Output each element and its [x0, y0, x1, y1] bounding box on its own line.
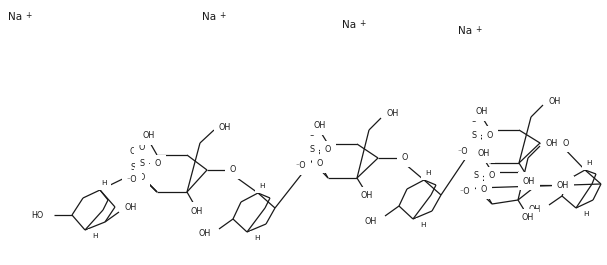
Text: Na: Na — [458, 26, 472, 36]
Text: Na: Na — [202, 12, 216, 22]
Text: +: + — [475, 25, 481, 34]
Text: OH: OH — [529, 205, 541, 214]
Text: O: O — [471, 114, 477, 123]
Text: OH: OH — [314, 121, 326, 130]
Text: OH: OH — [557, 180, 569, 189]
Text: S: S — [472, 130, 476, 139]
Text: H: H — [426, 170, 431, 176]
Text: OH: OH — [387, 109, 399, 118]
Text: O: O — [473, 156, 479, 165]
Text: O: O — [487, 130, 493, 139]
Text: OH: OH — [478, 149, 490, 158]
Text: O: O — [146, 163, 152, 172]
Text: O: O — [481, 186, 487, 195]
Text: H: H — [420, 222, 426, 228]
Text: O: O — [130, 147, 136, 156]
Text: OH: OH — [361, 192, 373, 201]
Text: +: + — [219, 11, 225, 20]
Text: H: H — [254, 235, 260, 241]
Text: H: H — [259, 183, 265, 189]
Text: O: O — [563, 139, 569, 148]
Text: O: O — [309, 130, 315, 139]
Text: O: O — [139, 173, 145, 182]
Text: ⁻O: ⁻O — [127, 178, 138, 187]
Text: H: H — [586, 160, 592, 166]
Text: OH: OH — [522, 214, 534, 223]
Text: S: S — [131, 163, 135, 172]
Text: O: O — [325, 145, 331, 154]
Text: OH: OH — [191, 206, 203, 215]
Text: ⁻O: ⁻O — [458, 147, 469, 156]
Text: O: O — [479, 144, 485, 153]
Text: +: + — [25, 11, 32, 20]
Text: OH: OH — [198, 229, 211, 239]
Text: O: O — [139, 144, 145, 152]
Text: S: S — [140, 160, 144, 169]
Text: OH: OH — [365, 217, 377, 226]
Text: OH: OH — [546, 139, 558, 148]
Text: O: O — [317, 160, 323, 169]
Text: OH: OH — [125, 202, 137, 211]
Text: ⁻O: ⁻O — [459, 188, 470, 197]
Text: OH: OH — [476, 108, 488, 117]
Text: Na: Na — [8, 12, 22, 22]
Text: ⁻O: ⁻O — [296, 161, 307, 170]
Text: O: O — [402, 153, 409, 162]
Text: O: O — [139, 173, 145, 182]
Text: HO: HO — [32, 210, 44, 219]
Text: S: S — [473, 171, 478, 180]
Text: H: H — [101, 180, 107, 186]
Text: O: O — [155, 160, 161, 169]
Text: OH: OH — [219, 123, 231, 132]
Text: OH: OH — [143, 131, 155, 140]
Text: H: H — [92, 233, 98, 239]
Text: +: + — [359, 19, 365, 28]
Text: Na: Na — [342, 20, 356, 30]
Text: S: S — [310, 145, 314, 154]
Text: H: H — [583, 211, 589, 217]
Text: OH: OH — [549, 96, 561, 105]
Text: O: O — [230, 166, 236, 174]
Text: ⁻O: ⁻O — [127, 175, 137, 184]
Text: O: O — [489, 171, 495, 180]
Text: OH: OH — [523, 176, 535, 186]
